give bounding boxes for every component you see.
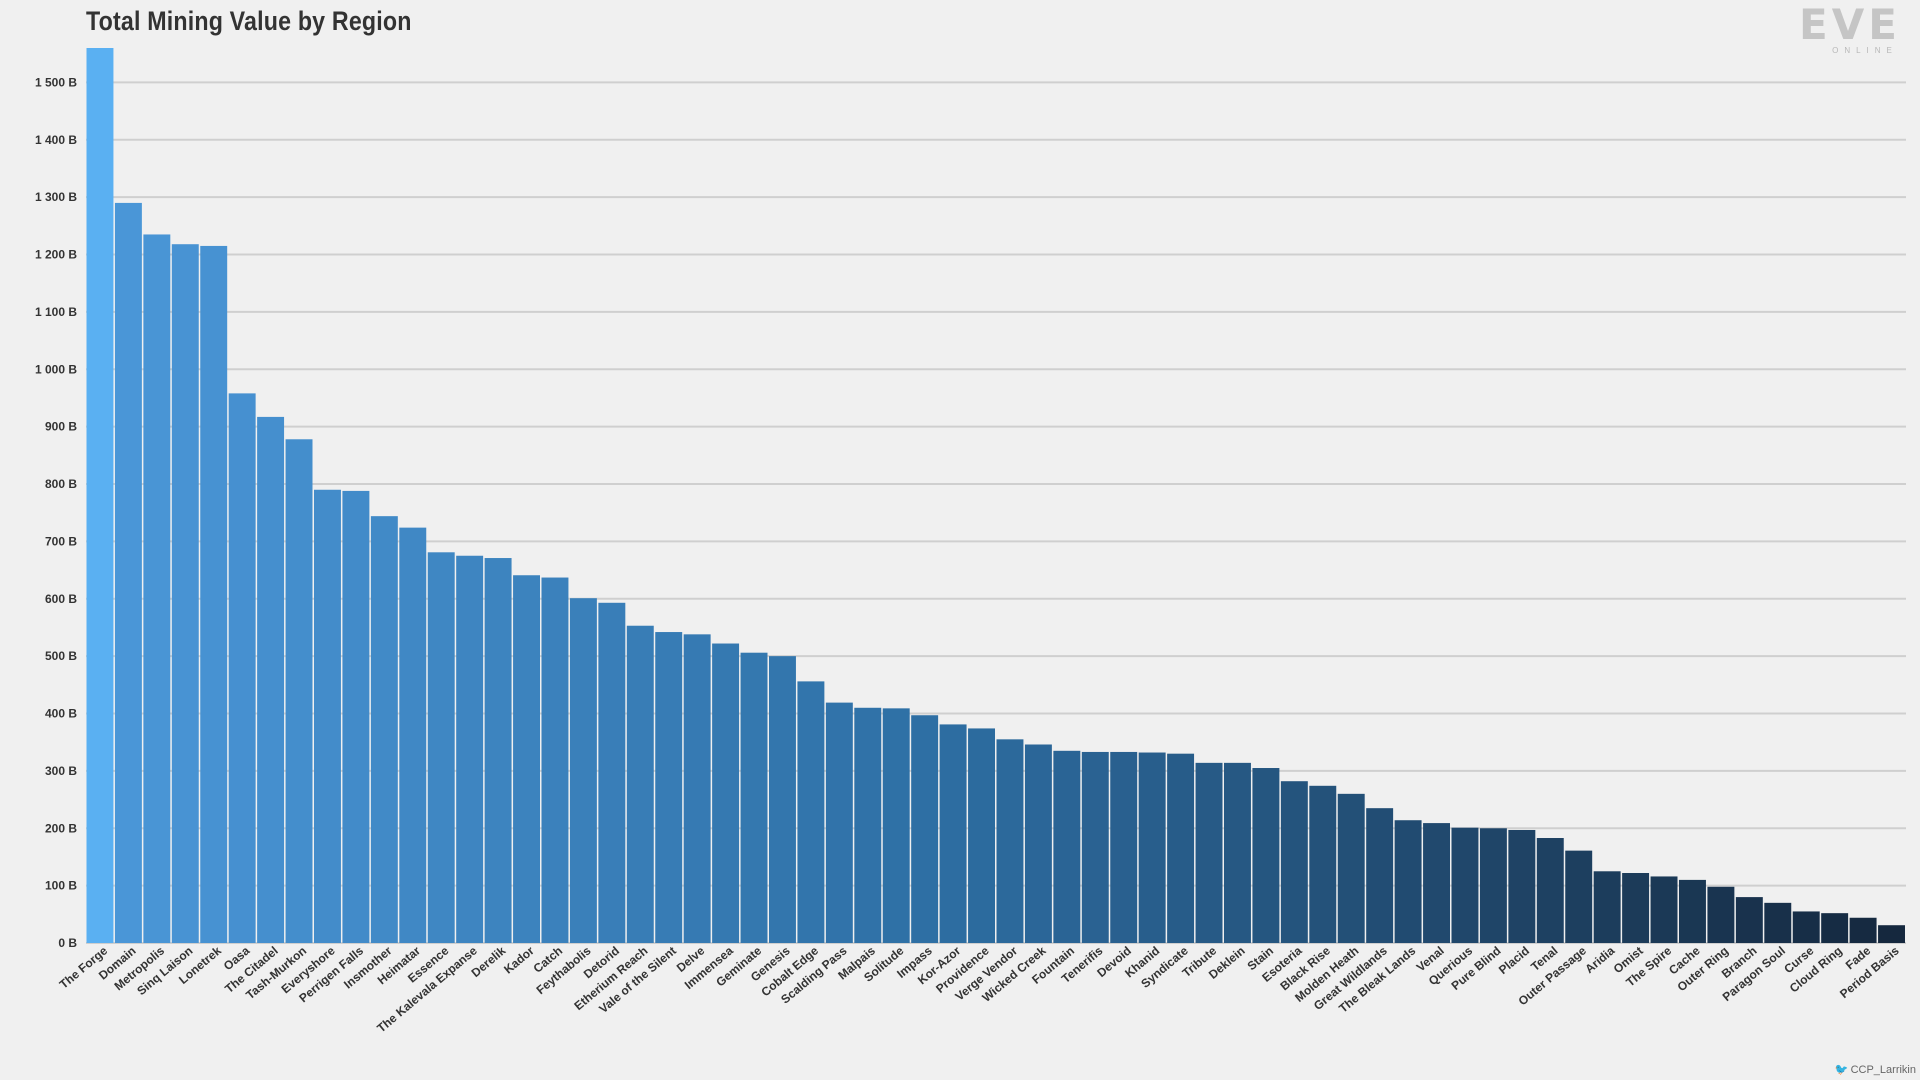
bar-black-rise xyxy=(1309,785,1337,943)
bar-metropolis xyxy=(143,234,171,944)
bar-kor-azor xyxy=(939,724,967,943)
bar-wicked-creek xyxy=(1024,744,1052,943)
bar-aridia xyxy=(1593,871,1621,943)
bar-curse xyxy=(1792,911,1820,943)
bar-placid xyxy=(1508,829,1536,943)
y-tick-label: 1 100 B xyxy=(35,305,77,319)
bar-delve xyxy=(683,634,711,943)
bar-everyshore xyxy=(314,489,341,943)
bar-malpais xyxy=(854,707,882,943)
bar-vale-of-the-silent xyxy=(655,632,683,943)
y-tick-label: 700 B xyxy=(45,534,77,548)
bar-solitude xyxy=(882,708,910,943)
y-tick-label: 1 200 B xyxy=(35,248,77,262)
eve-online-logo: EVE ONLINE xyxy=(1780,0,1920,60)
bar-detorid xyxy=(598,602,626,943)
bar-domain xyxy=(114,202,142,944)
bar-lonetrek xyxy=(200,245,228,944)
logo-wordmark: EVE xyxy=(1799,0,1901,49)
bar-outer-ring xyxy=(1707,886,1735,943)
bar-perrigen-falls xyxy=(342,490,370,943)
x-tick-label: Kador xyxy=(501,943,537,976)
bar-genesis xyxy=(769,656,796,943)
bar-tenerifis xyxy=(1081,751,1109,943)
bar-cache xyxy=(1679,879,1706,943)
bar-fountain xyxy=(1053,750,1081,943)
bar-syndicate xyxy=(1167,753,1195,943)
bar-impass xyxy=(911,715,939,943)
bar-tenal xyxy=(1536,838,1564,943)
bar-oasa xyxy=(228,393,256,944)
bars xyxy=(86,48,1905,944)
bar-heimatar xyxy=(399,527,427,943)
bar-paragon-soul xyxy=(1764,902,1792,943)
bar-tash-murkon xyxy=(285,439,313,943)
author-credit: 🐦 CCP_Larrikin xyxy=(1834,1063,1916,1077)
bar-cobalt-edge xyxy=(797,681,825,943)
bar-verge-vendor xyxy=(996,739,1024,943)
chart-title: Total Mining Value by Region xyxy=(86,6,412,36)
bar-the-bleak-lands xyxy=(1394,820,1422,943)
bar-the-forge xyxy=(86,48,114,943)
bar-pure-blind xyxy=(1479,828,1507,943)
twitter-bird-icon: 🐦 xyxy=(1834,1064,1849,1076)
y-tick-label: 500 B xyxy=(45,649,77,663)
bar-the-spire xyxy=(1650,876,1678,943)
bar-esoteria xyxy=(1280,781,1308,943)
bar-etherium-reach xyxy=(626,625,654,943)
bar-providence xyxy=(968,728,995,943)
y-tick-label: 1 000 B xyxy=(35,362,77,376)
y-tick-label: 300 B xyxy=(45,764,77,778)
bar-scalding-pass xyxy=(825,702,853,943)
bar-the-citadel xyxy=(257,416,285,943)
bar-cloud-ring xyxy=(1821,913,1849,943)
bar-insmother xyxy=(370,516,398,943)
bar-immensea xyxy=(712,643,740,943)
bar-kador xyxy=(513,575,540,943)
bar-molden-heath xyxy=(1337,793,1365,943)
bar-devoid xyxy=(1110,751,1138,943)
y-tick-label: 600 B xyxy=(45,592,77,606)
bar-great-wildlands xyxy=(1366,808,1394,943)
credit-handle: CCP_Larrikin xyxy=(1850,1063,1916,1076)
bar-sinq-laison xyxy=(171,244,199,943)
y-tick-label: 1 500 B xyxy=(35,75,77,89)
x-tick-label: Placid xyxy=(1496,944,1532,977)
y-tick-label: 800 B xyxy=(45,477,77,491)
bar-period-basis xyxy=(1878,925,1905,943)
y-tick-label: 900 B xyxy=(45,420,77,434)
bar-catch xyxy=(541,577,569,943)
bar-the-kalevala-expanse xyxy=(456,555,484,943)
y-tick-label: 0 B xyxy=(58,936,77,950)
bar-derelik xyxy=(484,558,512,943)
bar-querious xyxy=(1451,827,1479,943)
bar-stain xyxy=(1252,768,1280,943)
bar-tribute xyxy=(1195,762,1223,943)
y-tick-label: 1 400 B xyxy=(35,133,77,147)
bar-deklein xyxy=(1224,762,1251,943)
bar-geminate xyxy=(740,652,768,943)
y-tick-label: 200 B xyxy=(45,821,77,835)
bar-outer-passage xyxy=(1565,850,1593,943)
bar-branch xyxy=(1735,897,1763,943)
bar-fade xyxy=(1849,917,1877,943)
y-tick-label: 1 300 B xyxy=(35,190,77,204)
x-tick-label: Aridia xyxy=(1582,943,1617,976)
bar-omist xyxy=(1622,873,1650,943)
logo-subtitle: ONLINE xyxy=(1832,46,1898,55)
bar-venal xyxy=(1423,823,1450,943)
y-tick-label: 400 B xyxy=(45,707,77,721)
bar-feythabolis xyxy=(569,598,597,943)
bar-essence xyxy=(427,552,455,943)
bar-khanid xyxy=(1138,752,1166,943)
y-axis-ticks: 0 B 100 B 200 B 300 B 400 B 500 B 600 B 700 B 80… xyxy=(35,75,77,950)
y-tick-label: 100 B xyxy=(45,879,77,893)
